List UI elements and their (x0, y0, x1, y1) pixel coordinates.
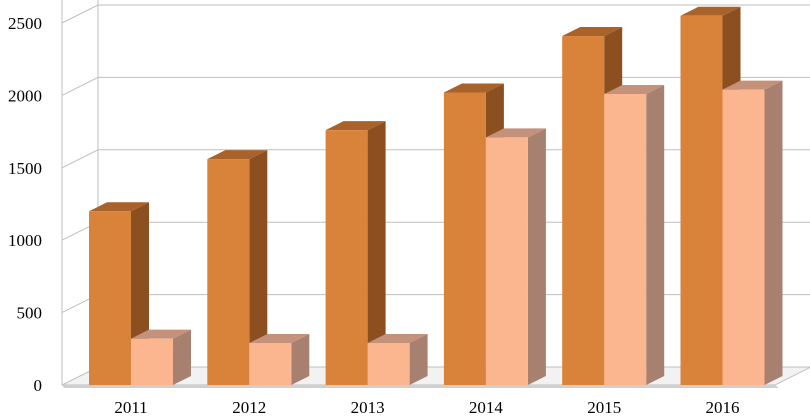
gridline-2500 (61, 4, 810, 24)
bar-side (173, 329, 191, 385)
bar-top (604, 84, 665, 94)
bar-front (325, 130, 368, 385)
y-tick-label: 2500 (8, 14, 42, 33)
bar-top (443, 83, 504, 93)
y-tick-label: 500 (17, 304, 43, 323)
bar-top (367, 334, 428, 344)
x-tick-label: 2015 (587, 398, 621, 417)
y-tick-label: 1500 (8, 159, 42, 178)
bar-top (722, 80, 783, 90)
bar-front (680, 15, 723, 385)
bar-2015-series-2 (604, 84, 665, 386)
back-wall (97, 0, 99, 367)
bar-2016-series-2 (722, 80, 783, 385)
bar-side (764, 80, 783, 385)
bar-2014-series-2 (485, 128, 546, 385)
bar-front (367, 343, 410, 385)
bar-front (485, 137, 528, 385)
bar-top (680, 6, 741, 16)
bar-front (131, 338, 173, 385)
bar-2013-series-2 (367, 334, 428, 385)
bar-front (443, 92, 486, 385)
bar-front (89, 211, 131, 385)
bar-top (562, 27, 623, 37)
bar-side (291, 334, 310, 385)
bar-front (562, 36, 605, 385)
bar-top (89, 202, 149, 212)
bar-front (722, 89, 765, 385)
bar-front (604, 93, 647, 386)
bar-side (409, 334, 428, 385)
bar-2013-series-1 (325, 121, 386, 385)
bar-top (325, 121, 386, 131)
floor-edge (62, 385, 779, 388)
bar-front (249, 343, 292, 385)
bars (89, 6, 783, 386)
side-wall (61, 0, 63, 385)
x-axis: 2011 2012 2013 2014 2015 2016 (114, 398, 739, 417)
bar-top (249, 334, 310, 344)
x-tick-label: 2016 (706, 398, 740, 417)
bar-2012-series-1 (207, 150, 268, 385)
x-tick-label: 2013 (351, 398, 385, 417)
y-axis: 0 500 1000 1500 2000 2500 (8, 14, 42, 395)
x-tick-label: 2012 (232, 398, 266, 417)
x-tick-label: 2014 (469, 398, 504, 417)
y-tick-label: 0 (34, 376, 43, 395)
bar-top (131, 329, 191, 339)
bar-top (207, 150, 268, 160)
bar-top (485, 128, 546, 138)
y-tick-label: 2000 (8, 86, 42, 105)
bar-2011-series-2 (131, 329, 191, 385)
bar-side (646, 84, 665, 386)
bar-side (367, 121, 386, 385)
x-tick-label: 2011 (114, 398, 147, 417)
bar-side (249, 150, 268, 385)
bar-front (207, 159, 250, 385)
bar-2012-series-2 (249, 334, 310, 385)
y-tick-label: 1000 (8, 231, 42, 250)
bar-side (527, 128, 546, 385)
